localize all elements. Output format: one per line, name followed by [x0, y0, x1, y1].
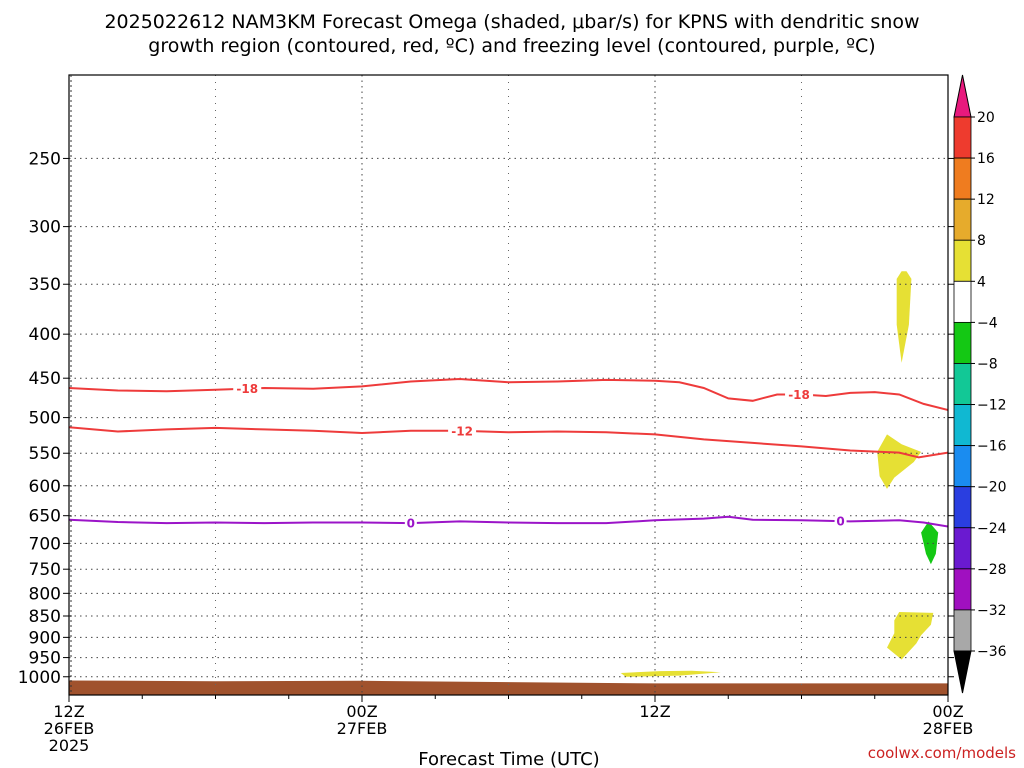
plot-area: -18-18-18-12-12000: [68, 74, 1024, 696]
y-tick-label: 950: [29, 649, 61, 669]
contour-label: -18: [236, 382, 258, 396]
contour-label-bg: [233, 381, 262, 396]
contour-line-0: [69, 515, 948, 528]
chart-title-line-1: 2025022612 NAM3KM Forecast Omega (shaded…: [104, 11, 919, 33]
colorbar-label: −32: [977, 603, 1007, 619]
colorbar-label: −8: [977, 356, 998, 372]
colorbar-label: 20: [977, 110, 995, 126]
x-tick-label: 27FEB: [337, 719, 388, 738]
y-tick-label: 800: [29, 584, 61, 604]
colorbar-label: −36: [977, 644, 1007, 660]
shaded-region-mid-yellow-cell-28feb-06z: [1016, 472, 1024, 516]
contour-label-bg: [785, 387, 814, 402]
terrain-fill: [69, 680, 948, 695]
y-tick-label: 500: [29, 409, 61, 429]
x-tick-label: 26FEB: [44, 719, 95, 738]
contour-label: -18: [788, 388, 810, 402]
colorbar-bin: [953, 486, 972, 529]
y-tick-label: 550: [29, 444, 61, 464]
colorbar-bin: [953, 404, 972, 447]
x-tick-label: 00Z: [932, 702, 963, 721]
colorbar-bin: [953, 363, 972, 405]
contour-line--18: [69, 377, 948, 412]
colorbar-label: −24: [977, 521, 1007, 537]
colorbar-bin: [953, 239, 972, 282]
contour-line--12: [69, 426, 948, 459]
x-axis: 12Z26FEB202500Z27FEB12Z00Z28FEB12Z00Z1MA…: [44, 695, 974, 755]
shaded-region-upper-yellow-sliver: [896, 271, 912, 363]
credit-text: coolwx.com/models: [868, 744, 1016, 762]
shaded-region-lower-left-yellow-cell: [620, 670, 721, 677]
contour-label-bg: [448, 423, 477, 438]
y-tick-label: 850: [29, 607, 61, 627]
colorbar-bin: [953, 527, 972, 570]
plot-frame: [68, 74, 949, 696]
colorbar-label: 16: [977, 151, 995, 167]
x-tick-label: 12Z: [53, 702, 84, 721]
colorbar-label: −28: [977, 562, 1007, 578]
y-axis: 2503003504004505005506006507007508008509…: [18, 149, 954, 688]
omega-shading: [620, 271, 1024, 677]
x-tick-label: 00Z: [346, 702, 377, 721]
y-tick-label: 350: [29, 275, 61, 295]
chart-title-line-2: growth region (contoured, red, ºC) and f…: [148, 35, 875, 57]
colorbar-label: −12: [977, 398, 1007, 414]
colorbar-bin: [953, 116, 972, 159]
grid: [69, 75, 948, 695]
colorbar-bin: [953, 280, 972, 323]
colorbar-label: −20: [977, 480, 1007, 496]
y-tick-label: 650: [29, 507, 61, 527]
shaded-region-low-yellow-cell-a: [887, 612, 934, 660]
colorbar-bin: [953, 568, 972, 611]
colorbar-bottom-arrow: [953, 650, 972, 694]
contours: -18-18-18-12-12000: [69, 377, 948, 531]
contour-label: -12: [451, 424, 473, 438]
y-tick-label: 300: [29, 218, 61, 238]
y-tick-label: 700: [29, 534, 61, 554]
y-tick-label: 250: [29, 149, 61, 169]
colorbar-bin: [953, 321, 972, 364]
y-tick-label: 750: [29, 560, 61, 580]
y-tick-label: 1000: [18, 668, 61, 688]
colorbar-label: 12: [977, 192, 995, 208]
colorbar-bin: [953, 445, 972, 488]
colorbar-top-arrow: [953, 74, 972, 118]
colorbar-label: 4: [977, 274, 986, 290]
x-tick-label: 12Z: [639, 702, 670, 721]
y-tick-label: 400: [29, 325, 61, 345]
colorbar-bin: [953, 198, 972, 241]
colorbar: 20 16 12 8 4 −4 −8 −12 −16 −20 −24 −28 −32 −36: [953, 74, 1007, 694]
colorbar-label: 8: [977, 233, 986, 249]
colorbar-bin: [953, 609, 972, 652]
plot-content: -18-18-18-12-12000: [69, 75, 1024, 695]
x-tick-label: 28FEB: [923, 719, 974, 738]
y-tick-label: 450: [29, 369, 61, 389]
x-tick-label: 2025: [49, 736, 90, 755]
colorbar-bin: [953, 157, 972, 200]
y-tick-label: 900: [29, 628, 61, 648]
colorbar-label: −4: [977, 315, 998, 331]
contour-label-bg: [834, 514, 847, 529]
x-axis-label: Forecast Time (UTC): [418, 749, 599, 768]
shaded-region-mid-yellow-cell-28feb: [877, 434, 922, 489]
contour-label-bg: [404, 516, 417, 531]
colorbar-label: −16: [977, 439, 1007, 455]
shaded-region-low-yellow-cell-c: [1004, 656, 1024, 672]
contour-label: 0: [407, 517, 415, 531]
shaded-region-green-sliver-28feb: [921, 521, 939, 565]
contour-label: 0: [836, 515, 844, 529]
y-tick-label: 600: [29, 477, 61, 497]
